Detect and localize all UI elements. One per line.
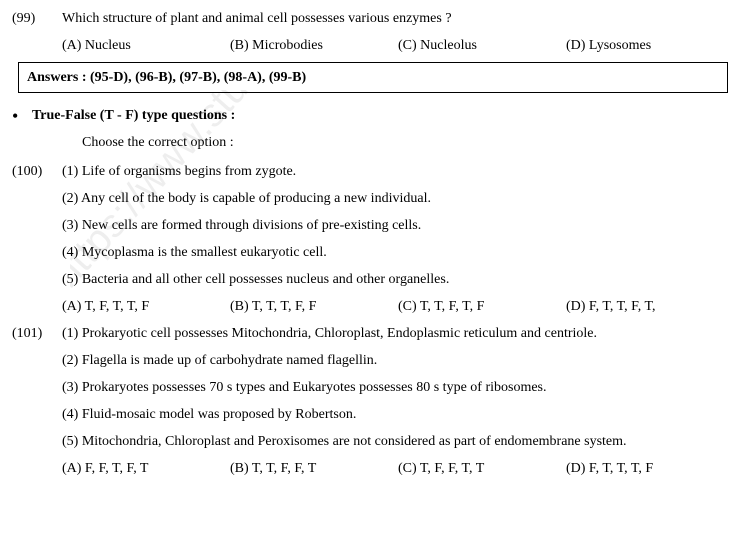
- q101-number: (101): [12, 323, 62, 344]
- q101-stmt-3: (3) Prokaryotes possesses 70 s types and…: [62, 377, 734, 398]
- q100-option-a: (A) T, F, T, T, F: [62, 296, 230, 317]
- page-content: (99) Which structure of plant and animal…: [12, 8, 734, 479]
- q99-option-c: (C) Nucleolus: [398, 35, 566, 56]
- q100-option-c: (C) T, T, F, T, F: [398, 296, 566, 317]
- q100-option-b: (B) T, T, T, F, F: [230, 296, 398, 317]
- q99-row: (99) Which structure of plant and animal…: [12, 8, 734, 29]
- q99-text: Which structure of plant and animal cell…: [62, 8, 734, 29]
- q101-stmt-2: (2) Flagella is made up of carbohydrate …: [62, 350, 734, 371]
- q99-option-a: (A) Nucleus: [62, 35, 230, 56]
- section-header-row: • True-False (T - F) type questions :: [12, 105, 734, 126]
- q100-stmt-3: (3) New cells are formed through divisio…: [62, 215, 734, 236]
- q101-stmt-1: (1) Prokaryotic cell possesses Mitochond…: [62, 323, 734, 344]
- q101-stmt-4: (4) Fluid-mosaic model was proposed by R…: [62, 404, 734, 425]
- q99-number: (99): [12, 8, 62, 29]
- q100-option-d: (D) F, T, T, F, T,: [566, 296, 734, 317]
- section-title: True-False (T - F) type questions :: [32, 105, 235, 126]
- section-instruction: Choose the correct option :: [82, 132, 734, 153]
- q100-stmt-2: (2) Any cell of the body is capable of p…: [62, 188, 734, 209]
- q100-row: (100) (1) Life of organisms begins from …: [12, 161, 734, 182]
- q100-number: (100): [12, 161, 62, 182]
- q101-row: (101) (1) Prokaryotic cell possesses Mit…: [12, 323, 734, 344]
- q101-option-b: (B) T, T, F, F, T: [230, 458, 398, 479]
- q101-option-d: (D) F, T, T, T, F: [566, 458, 734, 479]
- q99-option-d: (D) Lysosomes: [566, 35, 734, 56]
- q101-option-c: (C) T, F, F, T, T: [398, 458, 566, 479]
- q101-stmt-5: (5) Mitochondria, Chloroplast and Peroxi…: [62, 431, 734, 452]
- q99-options: (A) Nucleus (B) Microbodies (C) Nucleolu…: [62, 35, 734, 56]
- q99-option-b: (B) Microbodies: [230, 35, 398, 56]
- q100-stmt-4: (4) Mycoplasma is the smallest eukaryoti…: [62, 242, 734, 263]
- answers-box: Answers : (95-D), (96-B), (97-B), (98-A)…: [18, 62, 728, 93]
- q101-option-a: (A) F, F, T, F, T: [62, 458, 230, 479]
- q100-stmt-5: (5) Bacteria and all other cell possesse…: [62, 269, 734, 290]
- q101-options: (A) F, F, T, F, T (B) T, T, F, F, T (C) …: [62, 458, 734, 479]
- q100-stmt-1: (1) Life of organisms begins from zygote…: [62, 161, 734, 182]
- bullet-icon: •: [12, 107, 32, 125]
- q100-options: (A) T, F, T, T, F (B) T, T, T, F, F (C) …: [62, 296, 734, 317]
